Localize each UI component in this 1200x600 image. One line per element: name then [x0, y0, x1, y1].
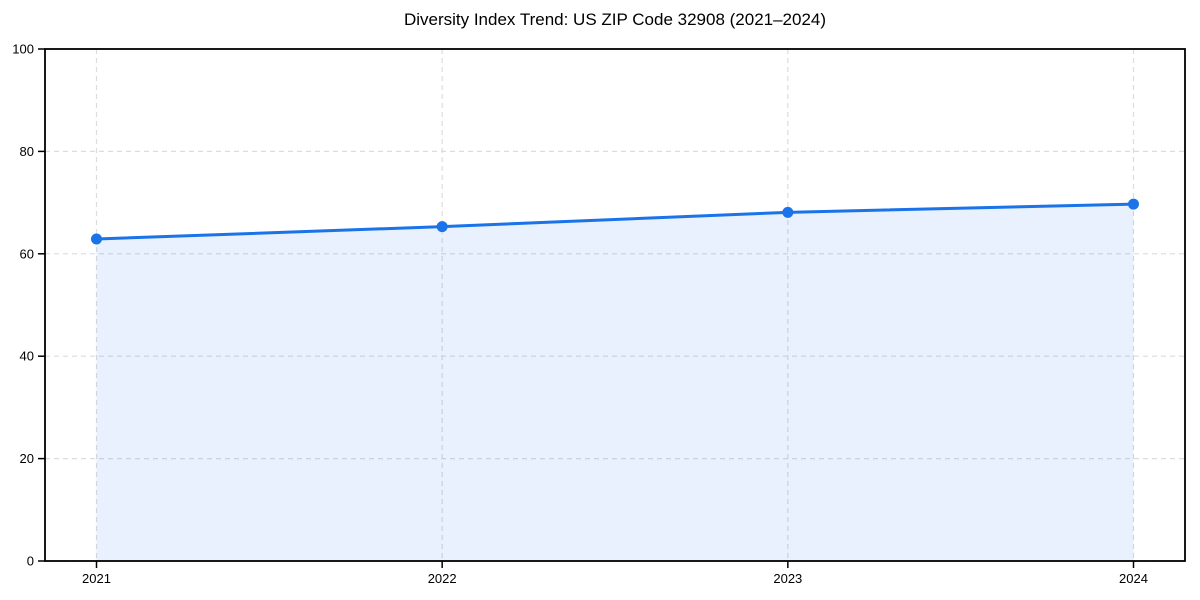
y-tick-label: 80 [20, 144, 34, 159]
data-point [436, 221, 448, 233]
y-tick-label: 40 [20, 349, 34, 364]
x-tick-label: 2024 [1119, 571, 1148, 586]
y-tick-label: 100 [12, 42, 34, 57]
y-tick-label: 60 [20, 246, 34, 261]
data-point [782, 206, 794, 218]
x-tick-label: 2023 [773, 571, 802, 586]
data-point [1128, 198, 1139, 210]
y-tick-label: 0 [27, 554, 34, 569]
y-tick-label: 20 [20, 451, 34, 466]
x-tick-label: 2021 [82, 571, 111, 586]
data-point [91, 233, 102, 245]
trend-line [95, 202, 1135, 241]
chart-title: Diversity Index Trend: US ZIP Code 32908… [403, 10, 827, 29]
area-fill [96, 204, 1134, 562]
x-tick-label: 2022 [428, 571, 457, 586]
plot-border [44, 48, 1186, 562]
